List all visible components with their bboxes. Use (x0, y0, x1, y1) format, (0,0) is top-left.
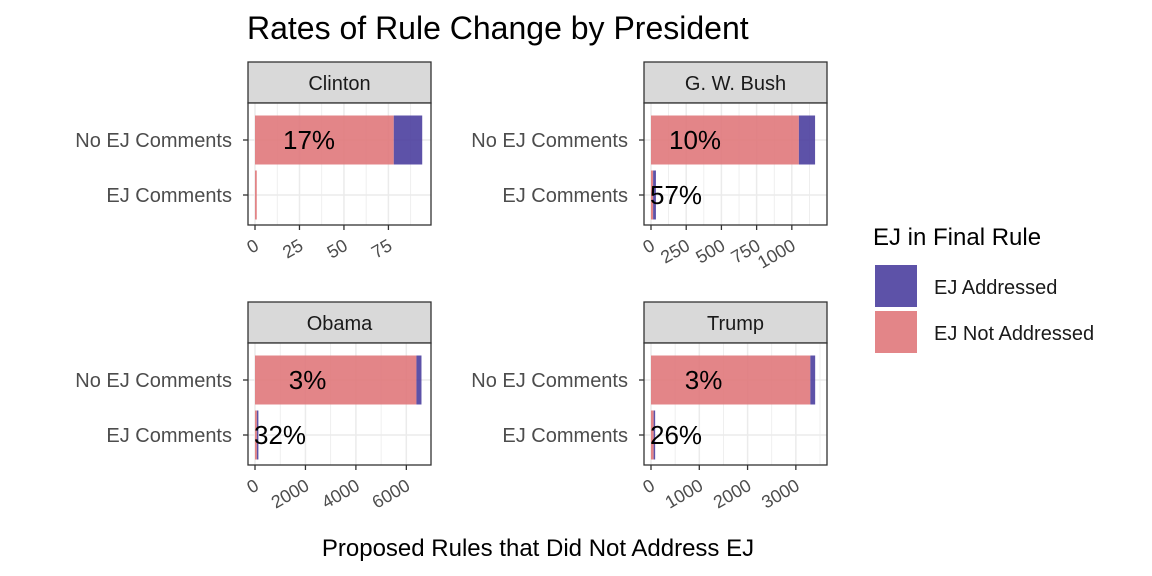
panel-border (643, 342, 828, 466)
panel-border (247, 102, 432, 226)
x-tick-label: 6000 (369, 475, 414, 512)
bar-value-label: 26% (650, 420, 702, 450)
facet-strip-label: Obama (307, 313, 373, 335)
x-tick-label: 2000 (710, 475, 755, 512)
panel-trump: Trump 3% No EJ Comments 26% EJ Comments 0 1000… (471, 301, 828, 512)
facet-strip (643, 301, 828, 344)
x-tick-label: 1000 (662, 475, 707, 512)
y-tick-label: EJ Comments (502, 425, 628, 447)
x-tick-label: 3000 (758, 475, 803, 512)
panel-clinton: Clinton 17% No EJ Comments EJ Comments 0 25 50… (75, 61, 432, 262)
x-tick-label: 0 (639, 475, 658, 497)
x-axis-label: Proposed Rules that Did Not Address EJ (322, 535, 754, 562)
facet-strip-label: Trump (707, 313, 764, 335)
bar-ej-addressed (810, 355, 816, 405)
bar-ej-addressed (256, 410, 259, 460)
bar-ej-not-addressed (255, 410, 257, 460)
legend-label: EJ Not Addressed (934, 323, 1094, 345)
legend-label: EJ Addressed (934, 277, 1057, 299)
bar-value-label: 32% (254, 420, 306, 450)
bar-ej-not-addressed (651, 115, 799, 165)
bar-ej-addressed (393, 115, 423, 165)
bar-ej-not-addressed (651, 410, 654, 460)
bar-ej-addressed (416, 355, 422, 405)
x-tick-label: 50 (324, 235, 351, 262)
chart-title: Rates of Rule Change by President (247, 10, 749, 46)
bar-ej-addressed (653, 410, 656, 460)
panel-g-w-bush: G. W. Bush 10% No EJ Comments 57% EJ Comment… (471, 61, 828, 272)
bar-ej-not-addressed (651, 355, 811, 405)
y-tick-label: No EJ Comments (75, 370, 232, 392)
x-tick-label: 1000 (754, 235, 799, 272)
x-tick-label: 0 (243, 235, 262, 257)
facet-strip (247, 61, 432, 104)
bar-ej-not-addressed (255, 115, 394, 165)
y-tick-label: No EJ Comments (75, 130, 232, 152)
y-tick-label: EJ Comments (106, 425, 232, 447)
facet-strip (643, 61, 828, 104)
legend-key-ej-not-addressed (875, 311, 917, 353)
panel-border (643, 102, 828, 226)
facet-strip-label: G. W. Bush (685, 73, 786, 95)
x-tick-label: 4000 (318, 475, 363, 512)
x-tick-label: 75 (368, 235, 395, 262)
x-tick-label: 500 (692, 235, 728, 267)
bar-value-label: 3% (685, 365, 723, 395)
x-tick-label: 250 (657, 235, 693, 267)
bar-ej-addressed (798, 115, 816, 165)
bar-ej-addressed (653, 170, 656, 220)
panel-border (247, 342, 432, 466)
legend-key-ej-addressed (875, 265, 917, 307)
facet-panels: Clinton 17% No EJ Comments EJ Comments 0 25 50… (75, 61, 828, 512)
bar-value-label: 17% (283, 125, 335, 155)
bar-value-label: 10% (669, 125, 721, 155)
panel-obama: Obama 3% No EJ Comments 32% EJ Comments 0 2000… (75, 301, 432, 512)
bar-value-label: 3% (289, 365, 327, 395)
y-tick-label: EJ Comments (106, 185, 232, 207)
legend-title: EJ in Final Rule (873, 224, 1041, 251)
facet-strip-label: Clinton (308, 73, 370, 95)
y-tick-label: No EJ Comments (471, 370, 628, 392)
x-tick-label: 0 (243, 475, 262, 497)
y-tick-label: EJ Comments (502, 185, 628, 207)
legend: EJ in Final Rule EJ Addressed EJ Not Addr… (873, 224, 1094, 353)
x-tick-label: 25 (279, 235, 306, 262)
x-tick-label: 0 (639, 235, 658, 257)
bar-value-label: 57% (650, 180, 702, 210)
bar-ej-not-addressed (255, 355, 417, 405)
x-tick-label: 2000 (268, 475, 313, 512)
facet-strip (247, 301, 432, 344)
y-tick-label: No EJ Comments (471, 130, 628, 152)
bar-ej-not-addressed (651, 170, 654, 220)
bar-ej-not-addressed (255, 170, 257, 220)
